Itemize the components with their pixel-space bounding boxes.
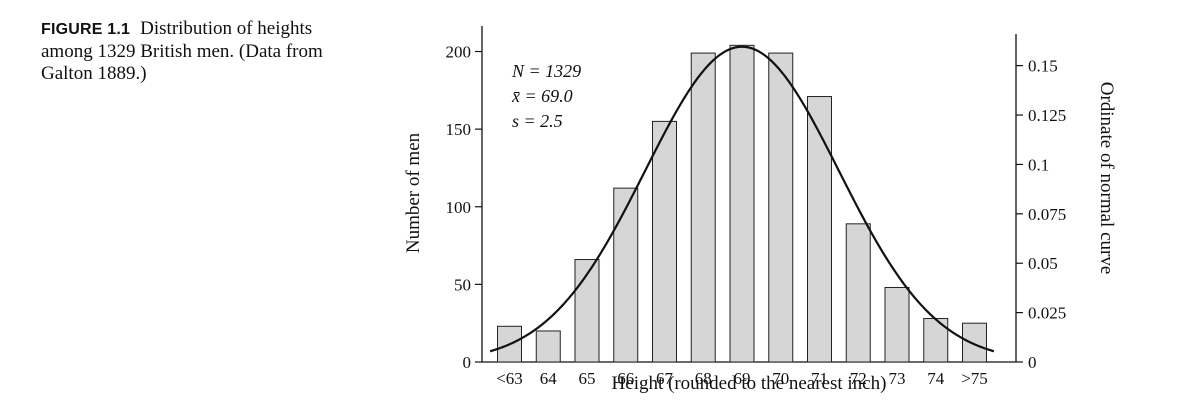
bar-4: [652, 120, 677, 363]
right-tick-label-3: 0.075: [1028, 205, 1066, 224]
bar-8: [807, 96, 832, 363]
left-y-ticks: 0 50 100 150 200: [446, 43, 482, 372]
left-tick-label-1: 50: [454, 275, 471, 294]
normal-curve: [489, 45, 995, 353]
bar-3: [613, 187, 639, 363]
annotation-mean: x̄ = 69.0: [511, 86, 573, 106]
x-tick-labels: <63 64 65 66 67 68 69 70 71 72 73 74 >75: [496, 369, 988, 388]
right-tick-label-6: 0.15: [1028, 57, 1058, 76]
x-tick-label-5: 68: [695, 369, 712, 388]
right-tick-label-4: 0.1: [1028, 155, 1049, 174]
right-tick-label-1: 0.025: [1028, 304, 1066, 323]
bar-2: [574, 259, 600, 363]
bar-1: [535, 330, 561, 363]
x-tick-label-8: 71: [811, 369, 828, 388]
right-tick-label-5: 0.125: [1028, 106, 1066, 125]
bar-10: [884, 286, 910, 363]
bars-group: [497, 44, 987, 363]
left-tick-label-2: 100: [446, 198, 472, 217]
x-tick-label-1: 64: [540, 369, 558, 388]
bar-5: [690, 52, 716, 363]
x-tick-label-2: 65: [579, 369, 596, 388]
bar-7: [768, 52, 794, 363]
x-tick-label-6: 69: [734, 369, 751, 388]
right-tick-label-2: 0.05: [1028, 254, 1058, 273]
x-tick-label-7: 70: [772, 369, 789, 388]
y-axis-label: Number of men: [403, 132, 424, 253]
left-tick-label-3: 150: [446, 120, 472, 139]
x-tick-label-9: 72: [850, 369, 867, 388]
right-y-ticks: 0 0.025 0.05 0.075 0.1 0.125 0.15: [1016, 57, 1066, 372]
x-tick-label-3: 66: [617, 369, 634, 388]
x-axis-label: Height (rounded to the nearest inch): [612, 373, 887, 394]
bar-9: [845, 223, 871, 363]
right-tick-label-0: 0: [1028, 353, 1037, 372]
x-tick-label-12: >75: [961, 369, 988, 388]
x-tick-label-11: 74: [927, 369, 945, 388]
x-tick-label-4: 67: [656, 369, 674, 388]
annotation-n: N = 1329: [511, 61, 581, 81]
bar-6: [729, 44, 755, 363]
bar-12: [962, 322, 987, 363]
right-y-axis-label: Ordinate of normal curve: [1096, 82, 1117, 275]
left-tick-label-4: 200: [446, 43, 472, 62]
figure-caption-text: Distribution of heights among 1329 Briti…: [41, 18, 323, 84]
figure-label: FIGURE 1.1: [41, 21, 131, 38]
figure-caption: FIGURE 1.1 Distribution of heights among …: [41, 18, 341, 85]
left-tick-label-0: 0: [463, 353, 472, 372]
annotation-sd: s = 2.5: [512, 111, 563, 131]
x-tick-label-10: 73: [889, 369, 906, 388]
x-tick-label-0: <63: [496, 369, 523, 388]
